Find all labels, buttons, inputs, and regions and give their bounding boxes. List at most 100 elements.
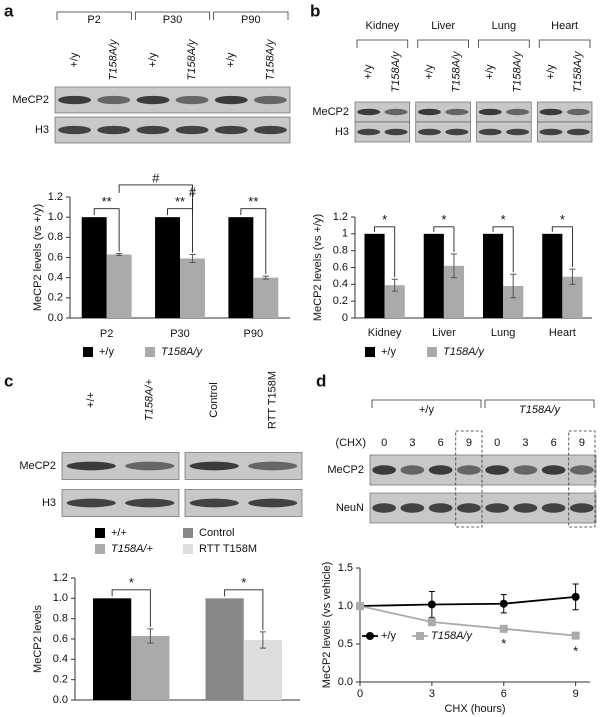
bar	[81, 217, 107, 318]
significance-label: **	[175, 194, 185, 209]
error-bar	[116, 252, 123, 256]
group-bracket	[478, 39, 530, 48]
x-tick-label: 9	[573, 688, 579, 700]
blot-band	[485, 503, 509, 513]
blot-band	[478, 128, 502, 136]
y-tick-label: 1	[342, 228, 348, 240]
blot-band	[357, 108, 381, 116]
x-tick-label: Kidney	[368, 327, 402, 339]
error-bar	[189, 253, 196, 264]
bar	[423, 233, 444, 318]
legend-label: T158A/y	[161, 346, 203, 358]
data-point	[571, 592, 580, 601]
data-point	[427, 600, 436, 609]
blot-band	[175, 125, 209, 135]
significance-label: *	[501, 636, 506, 651]
panel-letter: d	[316, 371, 326, 390]
y-tick-label: 0.0	[48, 312, 63, 324]
significance-bracket	[551, 226, 573, 268]
lane-label: +/y	[484, 64, 496, 79]
bar	[364, 233, 385, 318]
legend-swatch	[365, 347, 375, 357]
legend-label: Control	[199, 527, 234, 539]
y-tick-label: 0.4	[333, 278, 348, 290]
blot-group-label: P2	[87, 14, 100, 26]
panel-letter: b	[310, 1, 320, 20]
blot-band	[417, 108, 441, 116]
bar	[562, 276, 583, 318]
y-axis-title: MeCP2 levels (vs +/y)	[312, 214, 324, 321]
blot-band	[136, 95, 170, 105]
significance-label: #	[152, 170, 160, 185]
bar	[503, 286, 524, 318]
legend-label: T158A/y	[443, 346, 485, 358]
blot-band	[541, 503, 566, 513]
y-tick-label: 0.8	[333, 245, 348, 257]
blot-band	[566, 128, 590, 136]
y-tick-label: 1.2	[333, 211, 348, 223]
significance-label: *	[560, 212, 565, 227]
lane-label: T158A/y	[572, 50, 584, 92]
y-tick-label: 0.2	[53, 674, 68, 686]
y-tick-label: 1.0	[53, 592, 68, 604]
y-tick-label: 0.6	[53, 633, 68, 645]
blot-strip	[354, 121, 411, 143]
significance-bracket	[240, 208, 267, 275]
legend-swatch	[183, 528, 193, 538]
lane-label: 3	[409, 437, 415, 449]
y-tick-label: 0.4	[48, 272, 63, 284]
blot-band	[506, 108, 530, 116]
y-tick-label: 0.0	[338, 676, 353, 688]
error-bar	[147, 628, 154, 644]
blot-band	[513, 465, 538, 475]
lane-label: 3	[522, 437, 528, 449]
blot-row-label: H3	[42, 497, 56, 509]
blot-band	[357, 128, 381, 136]
bar	[205, 598, 244, 700]
blot-band	[189, 498, 239, 508]
y-tick-label: 0.8	[48, 231, 63, 243]
highlight-box	[568, 430, 596, 528]
y-tick-label: 0.6	[333, 261, 348, 273]
blot-band	[248, 461, 298, 471]
legend-swatch	[145, 347, 155, 357]
bar	[228, 217, 254, 318]
blot-group-label: Heart	[551, 20, 578, 32]
bar	[243, 640, 282, 700]
blot-band	[214, 125, 248, 135]
group-bracket	[134, 11, 211, 20]
x-tick-label: P30	[170, 328, 190, 340]
y-tick-label: 1.5	[338, 562, 353, 574]
lane-label: +/y	[423, 64, 435, 79]
blot-strip	[54, 116, 291, 144]
legend-swatch	[95, 528, 105, 538]
series-line	[359, 605, 576, 637]
panel: d MeCP2 NeuN +/y T158A/y (CHX) 0 3 6 9 0 3 6 9 0.0 0.5 1…	[316, 371, 597, 715]
blot-band	[539, 128, 563, 136]
data-point	[499, 624, 508, 633]
legend-swatch	[427, 347, 437, 357]
lane-label: 9	[579, 437, 585, 449]
significance-bracket	[111, 589, 151, 627]
blot-group-label: Lung	[492, 20, 516, 32]
blot-band	[513, 503, 538, 513]
blot-band	[506, 128, 530, 136]
significance-bracket	[374, 226, 396, 278]
group-bracket	[213, 11, 289, 20]
blot-band	[248, 498, 298, 508]
y-tick-label: 1.2	[53, 572, 68, 584]
lane-label: RTT T158M	[267, 371, 279, 429]
blot-band	[125, 461, 175, 471]
bar	[93, 598, 132, 700]
bar	[155, 217, 180, 318]
blot-band	[428, 503, 453, 513]
blot-band	[485, 465, 509, 475]
error-bar	[569, 268, 576, 285]
y-tick-label: 0.4	[53, 653, 68, 665]
blot-group-label: P90	[241, 14, 261, 26]
bar	[131, 635, 170, 700]
blot-band	[136, 125, 170, 135]
bar	[542, 233, 563, 318]
group-bracket	[356, 39, 409, 48]
